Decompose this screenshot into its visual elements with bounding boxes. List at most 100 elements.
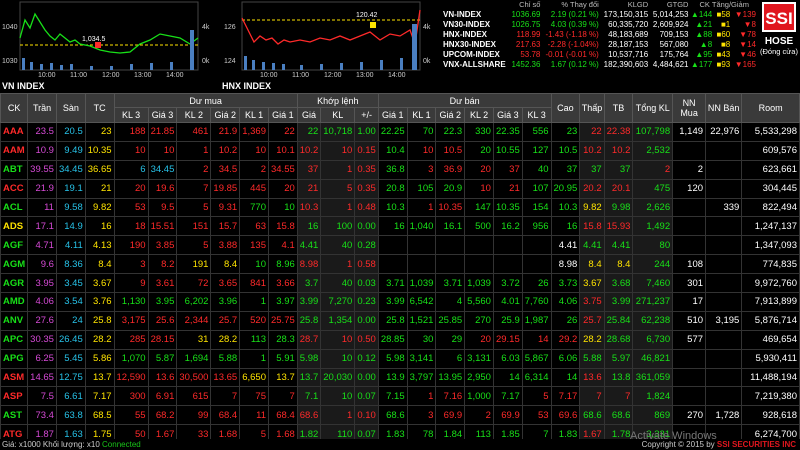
stock-symbol[interactable]: ABT [0, 159, 29, 180]
board-header-row-1: CK Trần Sàn TC Dư mua Khớp lệnh Dư bán C… [0, 93, 800, 123]
cell: 11 [239, 405, 269, 426]
col-ceiling[interactable]: Trần [27, 93, 57, 123]
cell: 8.98 [550, 254, 581, 275]
cell: 9.98 [603, 197, 634, 218]
cell: 5,876,714 [741, 310, 800, 331]
col-bid-vol-1[interactable]: KL 1 [239, 107, 269, 123]
col-match-change[interactable]: +/- [354, 107, 379, 123]
stock-row[interactable]: AAM 10.9 9.49 10.35 10 10 1 10.2 10 10.1 10.2 10 0.1… [0, 140, 800, 161]
stock-symbol[interactable]: ASM [0, 367, 29, 388]
stock-symbol[interactable]: AAA [0, 122, 29, 142]
stock-row[interactable]: AGM 9.6 8.36 8.4 3 8.2 191 8.4 10 8.96 8.98 1 0.58 8.… [0, 254, 800, 275]
cell [377, 235, 408, 256]
col-match-vol[interactable]: KL [320, 107, 356, 123]
stock-symbol[interactable]: ANV [0, 310, 29, 331]
stock-symbol[interactable]: AGF [0, 235, 29, 256]
cell: 0.03 [354, 273, 379, 294]
stock-row[interactable]: APC 30.35 26.45 28.2 285 28.15 31 28.2 113 28.3 28… [0, 329, 800, 350]
col-low[interactable]: Thấp [579, 93, 605, 123]
cell: 22.35 [492, 122, 523, 142]
col-floor[interactable]: Sàn [55, 93, 86, 123]
col-room[interactable]: Room [741, 93, 800, 123]
cell: 15.7 [210, 216, 241, 237]
col-ask-vol-3[interactable]: KL 3 [521, 107, 552, 123]
cell: 361,059 [632, 367, 674, 388]
cell: 3.99 [296, 292, 322, 312]
stock-row[interactable]: AAA 23.5 20.5 23 188 21.85 461 21.9 1,369 22 22 10,… [0, 122, 800, 142]
cell: 1 [176, 140, 212, 161]
stock-row[interactable]: AGF 4.71 4.11 4.13 190 3.85 5 3.88 135 4.1 4.41 40 0… [0, 235, 800, 256]
col-foreign-buy[interactable]: NN Mua [672, 93, 707, 123]
cell: 510 [672, 310, 707, 331]
col-ask-price-1[interactable]: Giá 1 [377, 107, 408, 123]
col-ask-vol-2[interactable]: KL 2 [464, 107, 494, 123]
stock-symbol[interactable]: AMD [0, 292, 29, 312]
col-ask-price-2[interactable]: Giá 2 [435, 107, 466, 123]
stock-row[interactable]: ANV 27.6 24 25.8 3,175 25.6 2,344 25.7 520 25.75 2… [0, 310, 800, 331]
cell: 10.9 [27, 140, 57, 161]
cell: 0.48 [354, 197, 379, 218]
stock-row[interactable]: ASM 14.65 12.75 13.7 12,590 13.6 30,500 13.65 6,… [0, 367, 800, 388]
cell: 1,824 [632, 386, 674, 407]
hnx-index-chart: 126 124 4k 0k 120.42 10:00 11:00 12:00 1… [220, 0, 440, 92]
index-name: VN-INDEX [443, 10, 482, 19]
stock-symbol[interactable]: ACL [0, 197, 29, 218]
col-bid-price-2[interactable]: Giá 2 [210, 107, 241, 123]
col-reference[interactable]: TC [84, 93, 115, 123]
stock-symbol[interactable]: AAM [0, 140, 29, 161]
col-bid-price-1[interactable]: Giá 1 [267, 107, 298, 123]
stock-row[interactable]: ACC 21.9 19.1 21 20 19.6 7 19.85 445 20 21 5 0.35 20.… [0, 178, 800, 199]
cell: 2,950 [464, 367, 494, 388]
col-bid-vol-3[interactable]: KL 3 [113, 107, 149, 123]
col-match-price[interactable]: Giá [296, 107, 322, 123]
stock-row[interactable]: ACL 11 9.58 9.82 53 9.5 5 9.31 770 10 10.3 1 0.48 10.… [0, 197, 800, 218]
col-group-ask: Dư bán [377, 93, 552, 108]
col-symbol[interactable]: CK [0, 93, 29, 123]
index-row[interactable]: VN30-INDEX 1026.75 4.03 (0.39 %) 60,335,720… [441, 20, 758, 30]
stock-row[interactable]: ASP 7.5 6.61 7.17 300 6.91 615 7 75 7 7.1 10 0.07 7.1… [0, 386, 800, 407]
cell: 609,576 [741, 140, 800, 161]
col-bid-price-3[interactable]: Giá 3 [147, 107, 178, 123]
index-row[interactable]: HNX-INDEX 118.99 -1.43 (-1.18 %) 48,183,689… [441, 30, 758, 40]
col-bid-vol-2[interactable]: KL 2 [176, 107, 212, 123]
stock-row[interactable]: ABT 39.55 34.45 36.65 6 34.45 2 34.5 2 34.55 37 1 0.… [0, 159, 800, 180]
cell: 25.7 [210, 310, 241, 331]
stock-symbol[interactable]: AGR [0, 273, 29, 294]
stock-row[interactable]: APG 6.25 5.45 5.86 1,070 5.87 1,694 5.88 1 5.91 5.… [0, 348, 800, 369]
col-foreign-sell[interactable]: NN Bán [705, 93, 743, 123]
cell: 36.65 [84, 159, 115, 180]
stock-row[interactable]: AMD 4.06 3.54 3.76 1,130 3.95 6,202 3.96 1 3.97 3.… [0, 292, 800, 312]
stock-symbol[interactable]: APC [0, 329, 29, 350]
index-row[interactable]: VNX-ALLSHARE 1452.36 1.67 (0.12 %) 182,390,… [441, 60, 758, 70]
cell: 25.85 [435, 310, 466, 331]
stock-symbol[interactable]: AGM [0, 254, 29, 275]
index-row[interactable]: HNX30-INDEX 217.63 -2.28 (-1.04%) 28,187,15… [441, 40, 758, 50]
col-group-bid: Dư mua [113, 93, 298, 108]
col-ask-price-3[interactable]: Giá 3 [492, 107, 523, 123]
stock-row[interactable]: ADS 17.1 14.9 16 18 15.51 151 15.7 63 15.8 16 100 0.… [0, 216, 800, 237]
col-average[interactable]: TB [603, 93, 634, 123]
index-row[interactable]: VN-INDEX 1036.69 2.19 (0.21 %) 173,150,315 5… [441, 10, 758, 20]
stock-row[interactable]: AST 73.4 63.8 68.5 55 68.2 99 68.4 11 68.4 68.6 1 0.… [0, 405, 800, 426]
cell: 13.7 [84, 367, 115, 388]
hnx-index-label: HNX INDEX [222, 81, 272, 91]
stock-symbol[interactable]: AST [0, 405, 29, 426]
cell: 10 [239, 140, 269, 161]
col-high[interactable]: Cao [550, 93, 581, 123]
stock-symbol[interactable]: ADS [0, 216, 29, 237]
col-ask-vol-1[interactable]: KL 1 [406, 107, 437, 123]
cell: 25.8 [84, 310, 115, 331]
cell: 28.2 [210, 329, 241, 350]
cell: 15.51 [147, 216, 178, 237]
stock-row[interactable]: AGR 3.95 3.45 3.67 9 3.61 72 3.65 841 3.66 3.7 40 0.… [0, 273, 800, 294]
stock-symbol[interactable]: ASP [0, 386, 29, 407]
col-total-volume[interactable]: Tổng KL [632, 93, 674, 123]
stock-symbol[interactable]: APG [0, 348, 29, 369]
stock-symbol[interactable]: ACC [0, 178, 29, 199]
cell: 1,987 [521, 310, 552, 331]
cell: 34.45 [147, 159, 178, 180]
cell: 10.2 [579, 140, 605, 161]
index-row[interactable]: UPCOM-INDEX 53.78 -0.01 (-0.01 %) 10,537,71… [441, 50, 758, 60]
cell: 520 [239, 310, 269, 331]
hnx-time-tick: 14:00 [388, 72, 406, 79]
